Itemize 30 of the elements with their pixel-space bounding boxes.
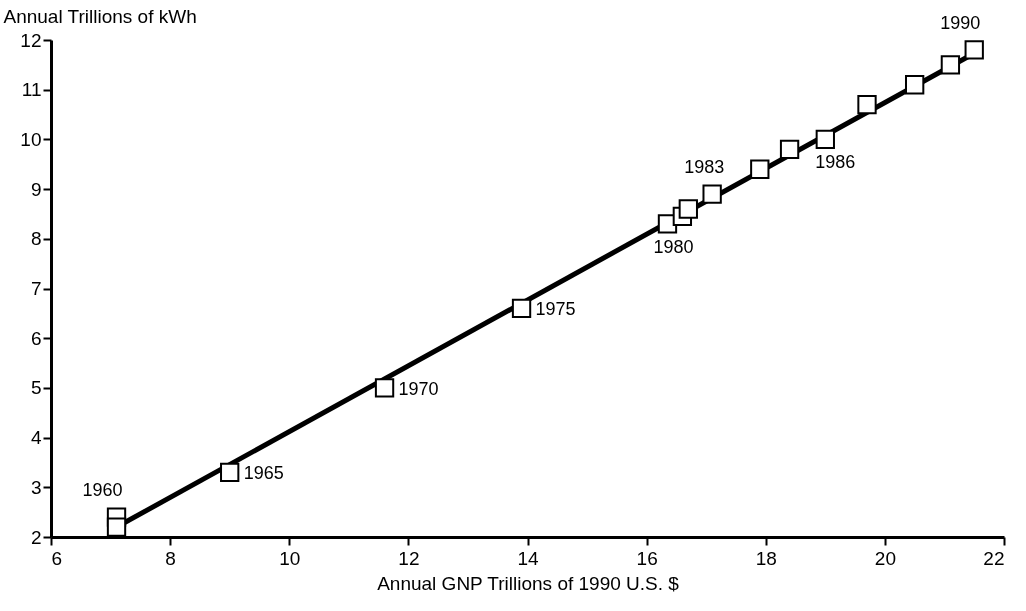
x-tick-label: 14 xyxy=(517,547,539,569)
x-tick-label: 10 xyxy=(279,547,301,569)
x-tick-label: 6 xyxy=(51,547,63,569)
annotation: 1975 xyxy=(535,299,576,320)
annotation: 1983 xyxy=(684,157,725,178)
y-tick-label: 9 xyxy=(30,178,42,200)
y-tick-label: 11 xyxy=(21,79,42,101)
y-tick-label: 6 xyxy=(30,327,42,349)
x-tick-label: 8 xyxy=(165,547,176,569)
y-tick-label: 2 xyxy=(30,526,42,548)
annotation: 1980 xyxy=(653,236,694,257)
annotation: 1986 xyxy=(815,152,856,173)
y-tick-label: 5 xyxy=(30,377,42,399)
x-tick-label: 16 xyxy=(636,547,658,569)
x-axis-title: Annual GNP Trillions of 1990 U.S. $ xyxy=(377,572,680,594)
y-tick-label: 3 xyxy=(30,476,42,498)
x-tick-label: 22 xyxy=(983,547,1005,569)
y-tick-label: 4 xyxy=(30,427,42,449)
y-axis-title: Annual Trillions of kWh xyxy=(3,5,197,27)
y-tick-label: 10 xyxy=(20,128,42,150)
y-tick-label: 12 xyxy=(20,29,42,51)
annotation: 1965 xyxy=(243,463,284,484)
annotation: 1960 xyxy=(82,480,123,501)
x-tick-label: 18 xyxy=(755,547,777,569)
x-tick-label: 12 xyxy=(398,547,420,569)
annotation: 1970 xyxy=(398,378,439,399)
annotation: 1990 xyxy=(940,12,981,33)
x-tick-label: 20 xyxy=(874,547,896,569)
y-tick-label: 8 xyxy=(30,228,42,250)
y-tick-label: 7 xyxy=(30,278,42,299)
